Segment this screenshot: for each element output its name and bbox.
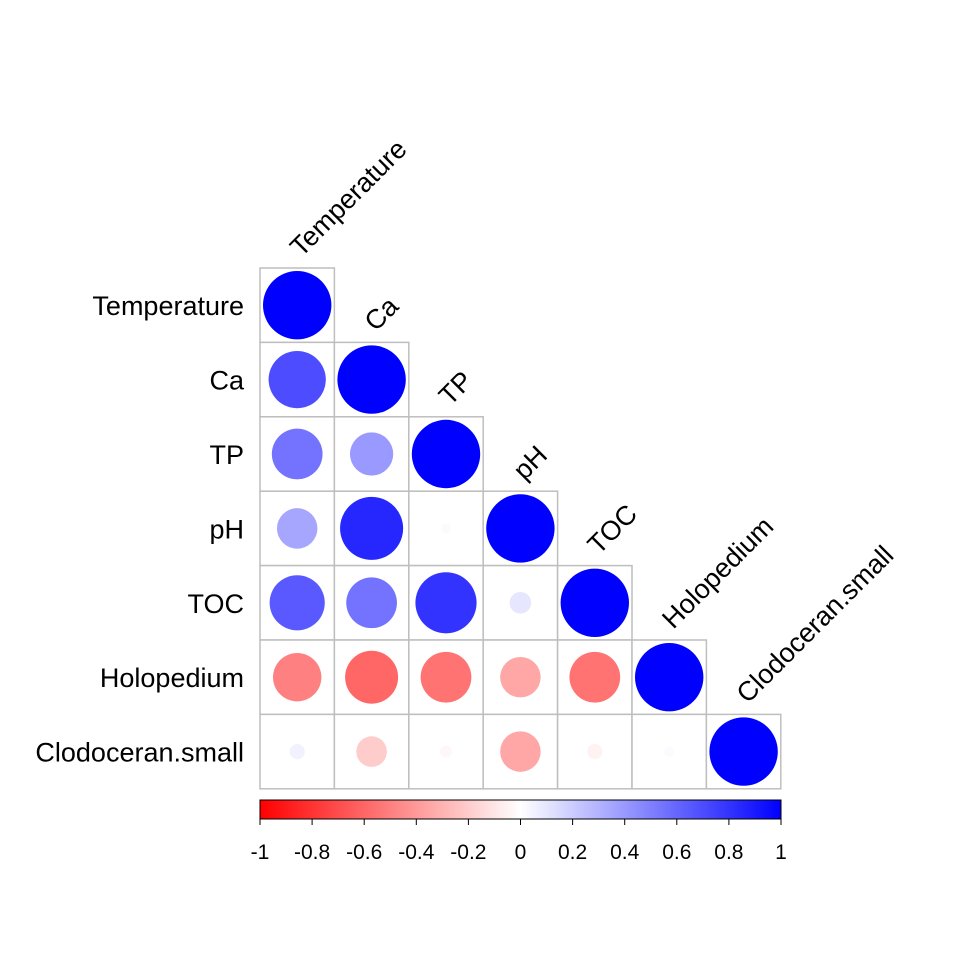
colorbar-tick-label: -0.2 <box>450 841 486 864</box>
colorbar-tick-label: -1 <box>251 841 270 864</box>
column-label-pH: pH <box>507 440 553 486</box>
circle-Ca-Temperature <box>268 350 326 409</box>
cell-Clodoceran.small-pH <box>482 713 559 790</box>
circle-Clodoceran.small-Ca <box>356 736 387 767</box>
circle-Holopedium-Ca <box>345 650 399 704</box>
row-label-TP: TP <box>209 440 244 470</box>
circle-Holopedium-pH <box>500 656 541 698</box>
row-label-Clodoceran.small: Clodoceran.small <box>35 738 244 768</box>
circle-Clodoceran.small-Holopedium <box>664 746 675 757</box>
column-label-Temperature: Temperature <box>284 134 412 262</box>
column-label-Ca: Ca <box>359 290 405 336</box>
column-label-TOC: TOC <box>582 499 643 560</box>
circle-pH-TP <box>441 523 451 534</box>
circle-pH-Ca <box>340 496 404 560</box>
row-label-Temperature: Temperature <box>92 291 244 321</box>
column-label-Clodoceran.small: Clodoceran.small <box>731 540 900 709</box>
correlation-circles <box>263 271 778 786</box>
row-label-Holopedium: Holopedium <box>100 663 244 693</box>
column-label-Holopedium: Holopedium <box>656 511 779 634</box>
circle-TOC-pH <box>509 591 532 614</box>
circle-TOC-TOC <box>560 568 629 637</box>
circle-Ca-Ca <box>337 345 406 414</box>
circle-TOC-Temperature <box>269 575 325 631</box>
colorbar-tick-label: 0.6 <box>662 841 691 864</box>
colorbar-tick-label: -0.4 <box>398 841 435 864</box>
colorbar-gradient <box>259 799 782 820</box>
row-labels: Temperature Ca TP pH TOC Holopedium Clodoceran… <box>35 291 245 767</box>
circle-pH-pH <box>486 494 555 563</box>
circle-Clodoceran.small-Temperature <box>289 743 305 760</box>
row-label-Ca: Ca <box>209 366 244 396</box>
circle-Clodoceran.small-TP <box>440 745 452 758</box>
circle-Clodoceran.small-Clodoceran.small <box>709 717 778 786</box>
colorbar-tick-label: 0.4 <box>610 841 640 864</box>
circle-Holopedium-Holopedium <box>635 643 704 712</box>
colorbar-tick-label: 0.2 <box>558 841 587 864</box>
row-label-TOC: TOC <box>187 589 244 619</box>
circle-Holopedium-Temperature <box>273 653 322 702</box>
circle-TP-Ca <box>349 432 394 476</box>
circle-Clodoceran.small-pH <box>500 731 541 772</box>
colorbar-tick-label: 1 <box>775 841 787 864</box>
circle-Holopedium-TP <box>420 651 472 703</box>
colorbar-tick-label: 0 <box>515 841 527 864</box>
circle-TP-Temperature <box>271 428 323 480</box>
circle-TOC-TP <box>415 572 477 634</box>
cell-TOC-pH <box>482 564 559 641</box>
row-label-pH: pH <box>209 514 244 544</box>
circle-Temperature-Temperature <box>263 271 332 340</box>
colorbar-tick-label: 0.8 <box>714 841 743 864</box>
column-label-TP: TP <box>433 365 479 411</box>
circle-TOC-Ca <box>346 577 397 629</box>
colorbar: -1 -0.8 -0.6 -0.4 -0.2 0 0.2 0.4 0.6 0.8 1 <box>251 799 787 864</box>
circle-Clodoceran.small-TOC <box>587 743 603 760</box>
colorbar-ticks: -1 -0.8 -0.6 -0.4 -0.2 0 0.2 0.4 0.6 0.8 1 <box>251 819 787 864</box>
circle-pH-Temperature <box>276 508 318 549</box>
colorbar-tick-label: -0.8 <box>294 841 330 864</box>
colorbar-tick-label: -0.6 <box>346 841 382 864</box>
circle-TP-TP <box>411 419 481 489</box>
circle-Holopedium-TOC <box>569 651 621 703</box>
cell-Clodoceran.small-Temperature <box>259 713 336 790</box>
